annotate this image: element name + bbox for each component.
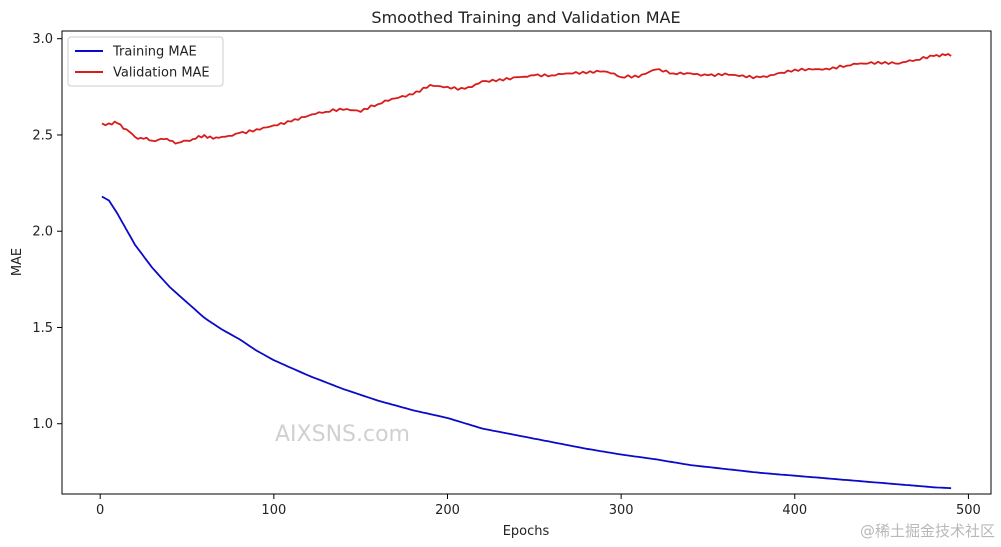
plot-area-frame — [61, 30, 992, 495]
watermark-text: AIXSNS.com — [275, 422, 410, 447]
training-mae-line — [101, 195, 952, 490]
x-tick-label: 100 — [261, 503, 286, 518]
legend-label-training: Training MAE — [112, 45, 197, 60]
x-tick-label: 400 — [782, 503, 807, 518]
y-tick-label: 3.0 — [32, 32, 53, 47]
credit-watermark: @稀土掘金技术社区 — [860, 522, 995, 540]
y-tick-label: 2.0 — [32, 225, 53, 240]
legend-box — [67, 36, 224, 87]
series-lines — [101, 53, 952, 490]
legend-label-validation: Validation MAE — [113, 66, 210, 81]
x-tick-label: 300 — [609, 503, 634, 518]
x-tick-label: 500 — [956, 503, 981, 518]
y-tick-label: 1.0 — [32, 417, 53, 432]
y-axis-label: MAE — [10, 248, 25, 276]
x-tick-label: 200 — [435, 503, 460, 518]
x-axis: 0 100 200 300 400 500 — [96, 494, 981, 518]
validation-mae-line — [101, 53, 952, 145]
legend: Training MAE Validation MAE — [67, 36, 224, 87]
x-axis-label: Epochs — [503, 524, 550, 539]
x-tick-label: 0 — [96, 503, 104, 518]
y-axis: 1.0 1.5 2.0 2.5 3.0 — [32, 32, 62, 432]
chart-title: Smoothed Training and Validation MAE — [371, 8, 680, 27]
y-tick-label: 2.5 — [32, 128, 53, 143]
y-tick-label: 1.5 — [32, 321, 53, 336]
